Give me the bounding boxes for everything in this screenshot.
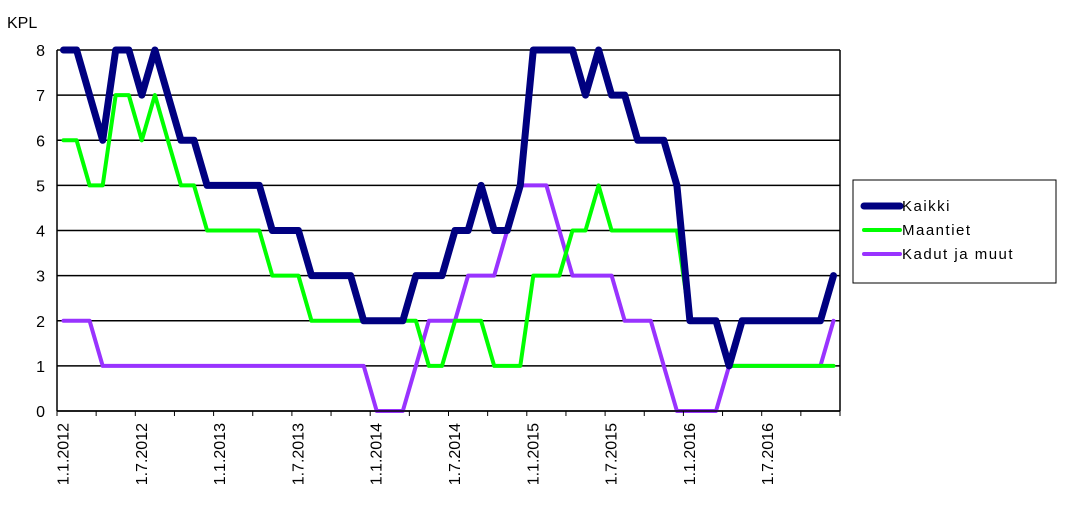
x-tick-label: 1.7.2013 bbox=[290, 423, 307, 485]
y-tick-label: 3 bbox=[36, 269, 45, 286]
y-tick-label: 6 bbox=[36, 133, 45, 150]
x-tick-label: 1.7.2014 bbox=[447, 423, 464, 485]
y-tick-label: 8 bbox=[36, 43, 45, 60]
x-tick-label: 1.1.2016 bbox=[682, 423, 699, 485]
x-tick-label: 1.1.2014 bbox=[369, 423, 386, 485]
x-tick-label: 1.7.2015 bbox=[604, 423, 621, 485]
gridlines bbox=[57, 49, 840, 412]
y-axis-label: KPL bbox=[7, 15, 37, 32]
y-tick-label: 5 bbox=[36, 178, 45, 195]
x-tick-label: 1.7.2016 bbox=[760, 423, 777, 485]
y-tick-labels: 0 1 2 3 4 5 6 7 8 bbox=[36, 43, 45, 421]
x-tick-label: 1.1.2013 bbox=[212, 423, 229, 485]
x-tick-label: 1.1.2015 bbox=[525, 423, 542, 485]
y-tick-label: 7 bbox=[36, 88, 45, 105]
legend-label: Maantiet bbox=[902, 222, 972, 239]
axes bbox=[56, 50, 841, 416]
series-line-kaikki bbox=[60, 46, 837, 370]
legend-label: Kadut ja muut bbox=[902, 246, 1014, 263]
y-tick-label: 0 bbox=[36, 404, 45, 421]
y-tick-label: 2 bbox=[36, 314, 45, 331]
x-tick-labels: 1.1.2012 1.7.2012 1.1.2013 1.7.2013 1.1.2014… bbox=[56, 423, 778, 485]
legend: Kaikki Maantiet Kadut ja muut bbox=[852, 179, 1057, 284]
x-tick-label: 1.1.2012 bbox=[56, 423, 73, 485]
series-line-kadut-ja-muut bbox=[61, 183, 836, 413]
y-tick-label: 4 bbox=[36, 224, 45, 241]
x-tick-label: 1.7.2012 bbox=[134, 423, 151, 485]
y-tick-label: 1 bbox=[36, 359, 45, 376]
legend-label: Kaikki bbox=[902, 198, 951, 215]
